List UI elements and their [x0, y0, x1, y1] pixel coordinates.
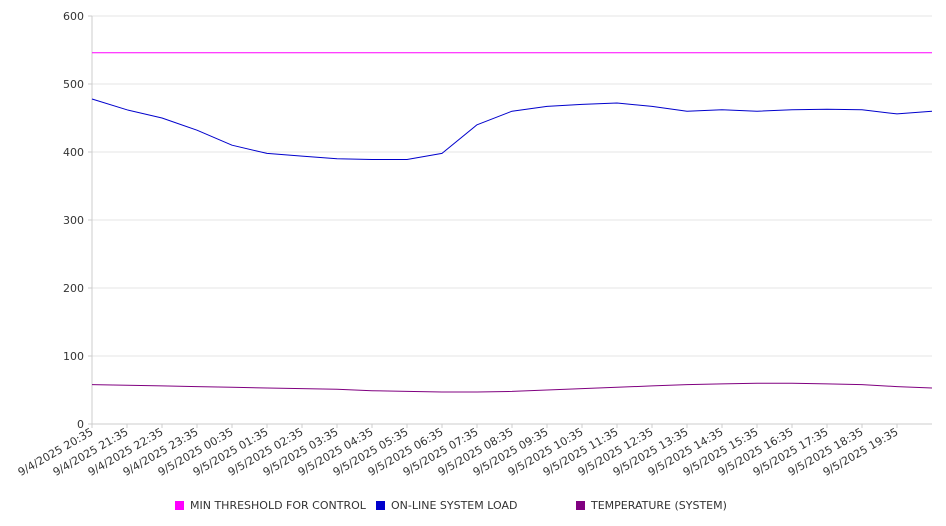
y-tick-label: 400 [63, 146, 84, 159]
legend-item-min-threshold: MIN THRESHOLD FOR CONTROL [175, 499, 366, 512]
y-tick-label: 200 [63, 282, 84, 295]
y-tick-label: 500 [63, 78, 84, 91]
x-tick-labels: 9/4/2025 20:359/4/2025 21:359/4/2025 22:… [16, 425, 901, 479]
legend-item-online-system-load: ON-LINE SYSTEM LOAD [376, 499, 517, 512]
legend-swatch-online-system-load [376, 501, 385, 510]
legend-label-online-system-load: ON-LINE SYSTEM LOAD [391, 499, 518, 512]
y-tick-label: 0 [77, 418, 84, 431]
series-line-1 [91, 98, 933, 160]
axes [88, 15, 932, 428]
legend-label-min-threshold: MIN THRESHOLD FOR CONTROL [190, 499, 366, 512]
series-line-2 [91, 382, 933, 393]
legend-swatch-temperature [576, 501, 585, 510]
y-tick-label: 600 [63, 10, 84, 23]
legend-item-temperature: TEMPERATURE (SYSTEM) [576, 499, 727, 512]
y-tick-label: 100 [63, 350, 84, 363]
y-tick-label: 300 [63, 214, 84, 227]
y-tick-labels: 0 100 200 300 400 500 600 [63, 10, 84, 431]
grid-lines [92, 15, 932, 357]
series-lines [91, 52, 933, 393]
legend-swatch-min-threshold [175, 501, 184, 510]
legend: MIN THRESHOLD FOR CONTROL ON-LINE SYSTEM… [0, 499, 946, 515]
legend-label-temperature: TEMPERATURE (SYSTEM) [591, 499, 727, 512]
